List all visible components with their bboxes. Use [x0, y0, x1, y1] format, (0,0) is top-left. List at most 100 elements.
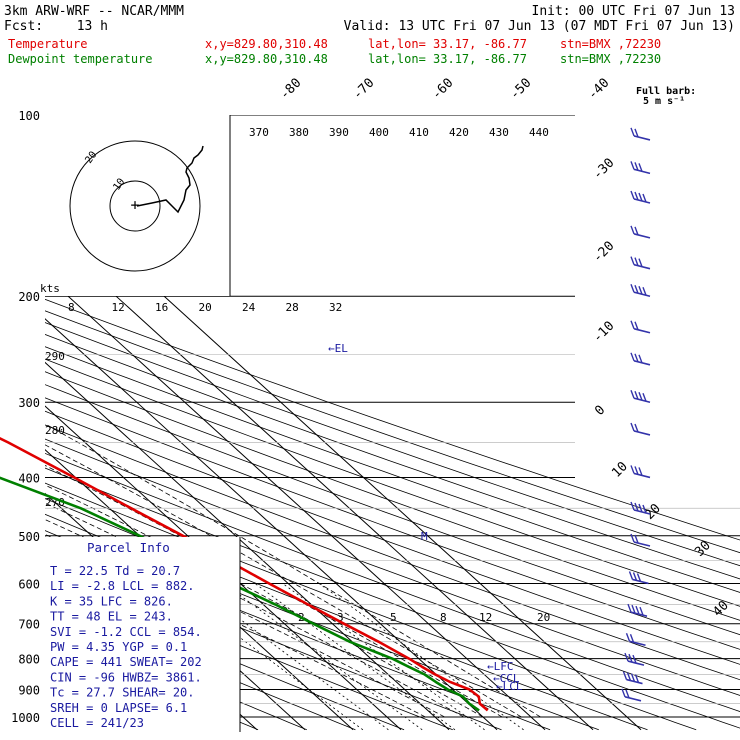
parcel-info-row: CAPE = 441 SWEAT= 202 [50, 655, 202, 669]
dry-adiabat-line [45, 115, 740, 731]
pressure-tick-label: 700 [18, 618, 40, 632]
wind-barb-staff [624, 696, 642, 702]
wind-barb [630, 501, 651, 515]
kts-label: kts [40, 282, 60, 295]
isotherm-label: -60 [429, 76, 456, 103]
wind-barb [621, 688, 642, 702]
theta-label: 440 [529, 126, 549, 139]
wind-barb [622, 671, 643, 685]
dewpoint-profile [0, 476, 480, 712]
mixing-ratio-label: 3 [337, 611, 344, 624]
lcl-annotation: ←LCL [496, 680, 523, 693]
wind-barb-feather [642, 286, 647, 296]
wind-barb-feather [629, 634, 635, 643]
wind-barb-feather [621, 688, 626, 698]
wind-barb-feather [630, 501, 635, 511]
dry-adiabat-line [45, 115, 740, 731]
upper-axis-label: 32 [329, 301, 342, 314]
wind-barb [630, 256, 651, 270]
wind-barb-feather [626, 672, 632, 681]
wind-barb-feather [638, 354, 643, 364]
wind-barb-feather [625, 689, 630, 699]
wind-barb-feather [634, 128, 639, 138]
theta-label: 400 [369, 126, 389, 139]
moist-adiabat-line [45, 295, 503, 718]
lfc-annotation: ←LFC [487, 660, 514, 673]
parcel-info-row: TT = 48 EL = 243. [50, 610, 173, 624]
wind-barb-feather [630, 161, 635, 170]
pressure-tick-label: 500 [18, 530, 40, 544]
wind-barb-feather [630, 352, 635, 362]
ccl-annotation: ←CCL [493, 672, 520, 685]
dry-adiabat-line [45, 115, 740, 731]
wind-barb-staff [633, 327, 651, 334]
isotherm-label: -30 [590, 156, 617, 183]
isotherm-line [45, 115, 450, 731]
wind-barb-feather [628, 571, 634, 580]
theta-left-label: 290 [45, 350, 65, 363]
wind-barb-feather [642, 504, 647, 514]
parcel-info-row: Tc = 27.7 SHEAR= 20. [50, 686, 195, 700]
wind-barb-feather [627, 603, 632, 613]
parcel-info-title: Parcel Info [87, 540, 170, 555]
pressure-tick-label: 1000 [11, 711, 40, 725]
parcel-info-background [45, 537, 240, 732]
upper-axis-label: 24 [242, 301, 256, 314]
dry-adiabat-line [45, 115, 740, 731]
wind-barb-feather [631, 604, 636, 614]
parcel-info-row: LI = -2.8 LCL = 882. [50, 579, 195, 593]
full-barb-units: 5 m s⁻¹ [643, 96, 685, 107]
pressure-tick-label: 800 [18, 653, 40, 667]
wind-barb-feather [630, 465, 635, 474]
sounding-profiles [0, 437, 489, 712]
upper-axis-label: 16 [155, 301, 168, 314]
model-title: 3km ARW-WRF -- NCAR/MMM [4, 4, 184, 19]
wind-barbs [621, 127, 651, 702]
legend-temperature-xy: x,y=829.80,310.48 [205, 37, 328, 51]
isotherm-label: -20 [590, 239, 617, 266]
init-time: Init: 00 UTC Fri 07 Jun 13 [532, 4, 736, 19]
wind-barb-feather [634, 502, 639, 512]
theta-label: 420 [449, 126, 469, 139]
theta-label: 410 [409, 126, 429, 139]
isotherm-label: 0 [592, 403, 608, 419]
dry-adiabat-line [45, 115, 356, 731]
mixing-ratio-label: 5 [390, 611, 397, 624]
dry-adiabat-line [45, 115, 405, 731]
wind-barb [627, 603, 648, 617]
wind-barb-feather [632, 572, 638, 581]
legend-temperature-latlon: lat,lon= 33.17, -86.77 [368, 37, 527, 51]
upper-axis-label: 28 [286, 301, 299, 314]
wind-barb-feather [625, 633, 631, 642]
hodograph-center: + [130, 196, 139, 214]
isotherm-line [45, 115, 546, 731]
wind-barb-feather [630, 225, 635, 235]
parcel-info-row: T = 22.5 Td = 20.7 [50, 564, 180, 578]
isotherm-label: -70 [350, 76, 377, 103]
wind-barb-feather [634, 423, 639, 433]
theta-label: 380 [289, 126, 309, 139]
wind-barb-feather [636, 573, 642, 582]
wind-barb-feather [638, 503, 643, 513]
wind-barb-feather [634, 257, 639, 266]
wind-barb [630, 389, 651, 404]
wind-barb-feather [635, 605, 640, 615]
isotherm-label: -80 [277, 76, 304, 103]
wind-barb-feather [634, 534, 639, 544]
wind-barb [630, 127, 651, 141]
wind-barb [630, 465, 651, 479]
legend-dewpoint-name: Dewpoint temperature [8, 52, 153, 66]
hodograph-ring-outer [69, 140, 201, 272]
legend-dewpoint-stn: stn=BMX ,72230 [560, 52, 661, 66]
wind-barb [630, 225, 651, 239]
fcst-label: Fcst: [4, 19, 43, 34]
isotherm-label: -10 [590, 319, 617, 346]
dry-adiabat-line [45, 115, 740, 731]
wind-barb [630, 161, 651, 175]
pressure-tick-label: 600 [18, 577, 40, 591]
wind-barb-feather [642, 193, 647, 203]
theta-label: 390 [329, 126, 349, 139]
temperature-profile [0, 437, 489, 712]
theta-label: 370 [249, 126, 269, 139]
isotherm-label: -40 [585, 76, 612, 103]
